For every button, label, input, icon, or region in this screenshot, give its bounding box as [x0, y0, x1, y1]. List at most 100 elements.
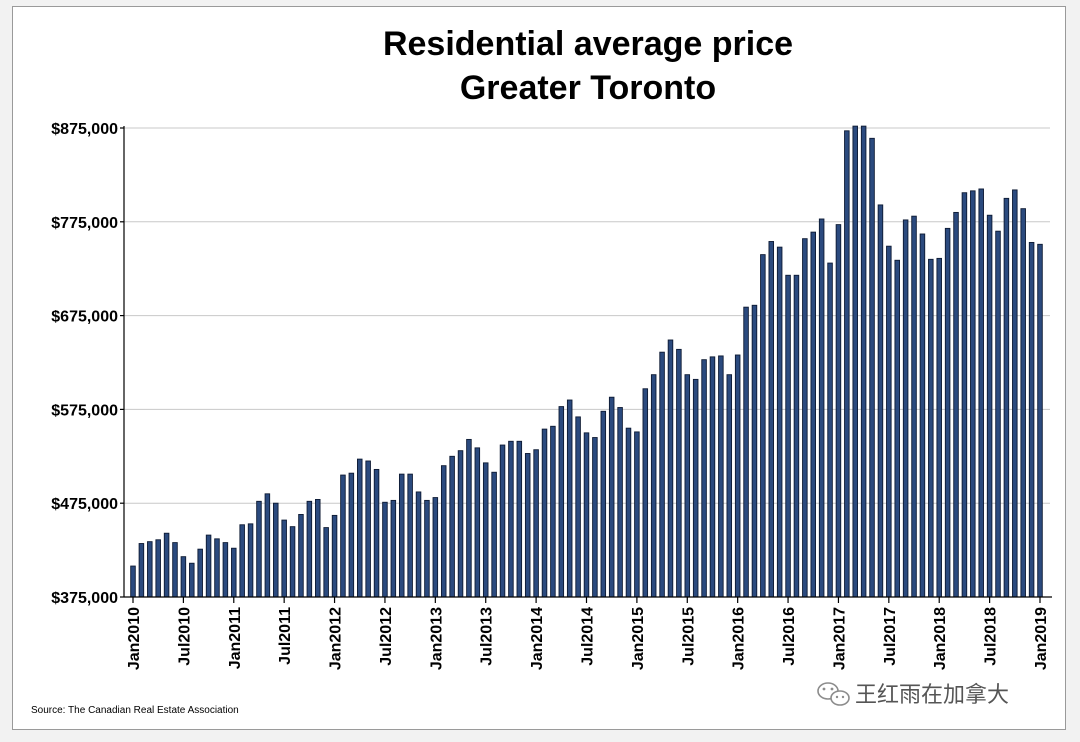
- bar-Oct2013: [508, 440, 514, 598]
- x-tick-label: Jul2014: [580, 607, 597, 666]
- chart-frame: Residential average price Greater Toront…: [12, 6, 1066, 730]
- bar-Aug2016: [793, 274, 800, 598]
- bar-May2012: [365, 460, 371, 598]
- bar-May2017: [869, 137, 875, 598]
- watermark: 王红雨在加拿大: [817, 682, 1009, 707]
- bar-Jun2018: [978, 188, 984, 598]
- bar-chart: Residential average price Greater Toront…: [31, 25, 1052, 716]
- bar-Sep2016: [802, 238, 808, 598]
- bar-Sep2018: [1003, 197, 1010, 598]
- x-tick-label: Jan2010: [126, 607, 143, 670]
- bar-Jul2015: [684, 374, 691, 598]
- bar-Sep2010: [197, 548, 203, 598]
- bar-Jan2010: [130, 565, 136, 598]
- x-tick-label: Jan2016: [731, 607, 748, 670]
- bar-Sep2014: [600, 410, 607, 598]
- chart-subtitle: Greater Toronto: [460, 69, 716, 107]
- bar-Dec2012: [424, 499, 430, 598]
- bar-Feb2017: [844, 130, 850, 598]
- y-tick-label: $475,000: [51, 496, 118, 513]
- x-tick-label: Jan2011: [227, 607, 244, 669]
- bar-Mar2016: [751, 304, 758, 598]
- bar-Nov2016: [818, 218, 825, 598]
- bar-Apr2015: [659, 351, 665, 598]
- bar-Jul2018: [986, 214, 993, 598]
- bar-Nov2010: [214, 538, 220, 598]
- bar-Oct2017: [911, 215, 917, 598]
- bar-Aug2013: [491, 471, 497, 598]
- bar-Sep2011: [298, 514, 304, 598]
- bar-Jan2014: [533, 449, 539, 598]
- y-tick-label: $875,000: [51, 121, 118, 138]
- bar-Jun2017: [877, 204, 884, 598]
- x-tick-label: Jan2015: [630, 607, 647, 670]
- bar-Apr2011: [256, 500, 262, 598]
- bar-Dec2011: [323, 527, 329, 598]
- bar-Mar2017: [852, 125, 858, 598]
- y-tick-label: $375,000: [51, 590, 118, 607]
- x-tick-label: Jan2014: [529, 607, 546, 670]
- x-tick-label: Jan2019: [1033, 607, 1050, 670]
- y-tick-labels: $375,000 $475,000 $575,000 $675,000 $775,000…: [51, 121, 118, 607]
- bar-Mar2010: [147, 541, 153, 598]
- bars: [130, 125, 1043, 598]
- bar-Mar2011: [247, 523, 254, 598]
- bar-Feb2016: [743, 306, 749, 598]
- bar-Jan2013: [432, 497, 439, 598]
- bar-Jan2019: [1037, 243, 1043, 598]
- bar-Dec2014: [625, 427, 632, 598]
- bar-Dec2013: [524, 453, 531, 598]
- bar-Aug2012: [390, 499, 397, 598]
- bar-Mar2015: [650, 374, 657, 598]
- y-tick-label: $775,000: [51, 215, 118, 232]
- bar-Sep2017: [902, 219, 909, 598]
- bar-Apr2014: [558, 406, 565, 598]
- x-tick-label: Jul2012: [378, 607, 395, 666]
- bar-Oct2016: [810, 231, 817, 598]
- bar-Jul2012: [382, 501, 388, 598]
- bar-Feb2012: [340, 474, 346, 598]
- bar-May2013: [466, 438, 472, 598]
- bar-Nov2012: [415, 491, 422, 598]
- bar-Dec2017: [928, 258, 934, 598]
- bar-Aug2014: [592, 437, 598, 598]
- source-note: Source: The Canadian Real Estate Associa…: [31, 705, 239, 716]
- bar-Jul2014: [583, 432, 590, 598]
- bar-May2014: [566, 399, 573, 598]
- axes: [120, 126, 1052, 603]
- bar-Dec2018: [1028, 241, 1035, 598]
- bar-Aug2015: [692, 378, 699, 598]
- x-tick-label: Jul2015: [680, 607, 697, 666]
- x-tick-labels: Jan2010 Jul2010 Jan2011 Jul2011 Jan2012 Jul20…: [126, 607, 1050, 670]
- bar-Apr2013: [457, 450, 464, 598]
- bar-Jan2016: [734, 354, 741, 598]
- bar-May2011: [264, 493, 271, 598]
- bar-Mar2012: [348, 472, 355, 598]
- bar-Oct2012: [407, 473, 413, 598]
- x-tick-label: Jul2016: [781, 607, 798, 666]
- bar-Oct2014: [608, 396, 615, 598]
- bar-Jun2014: [575, 416, 581, 598]
- watermark-text: 王红雨在加拿大: [855, 682, 1009, 707]
- bar-Sep2012: [398, 473, 405, 598]
- bar-Jun2013: [474, 447, 481, 598]
- bar-May2015: [667, 339, 674, 598]
- bar-Jul2013: [482, 462, 489, 598]
- bar-Dec2015: [726, 374, 733, 598]
- bar-Mar2014: [550, 425, 556, 598]
- bar-Apr2016: [760, 254, 766, 598]
- bar-Jun2012: [373, 468, 380, 598]
- y-tick-label: $575,000: [51, 402, 118, 419]
- bar-Sep2013: [499, 444, 506, 598]
- bar-Jun2016: [776, 246, 783, 598]
- bar-Dec2016: [827, 262, 833, 598]
- x-tick-label: Jul2011: [277, 607, 294, 665]
- bar-Jan2012: [331, 514, 338, 598]
- bar-Feb2015: [642, 388, 649, 598]
- bar-Jul2010: [180, 556, 187, 598]
- bar-Mar2013: [449, 455, 455, 598]
- x-tick-label: Jul2013: [479, 607, 496, 666]
- y-tick-label: $675,000: [51, 309, 118, 326]
- bar-Apr2017: [860, 125, 867, 598]
- x-tick-label: Jul2018: [983, 607, 1000, 666]
